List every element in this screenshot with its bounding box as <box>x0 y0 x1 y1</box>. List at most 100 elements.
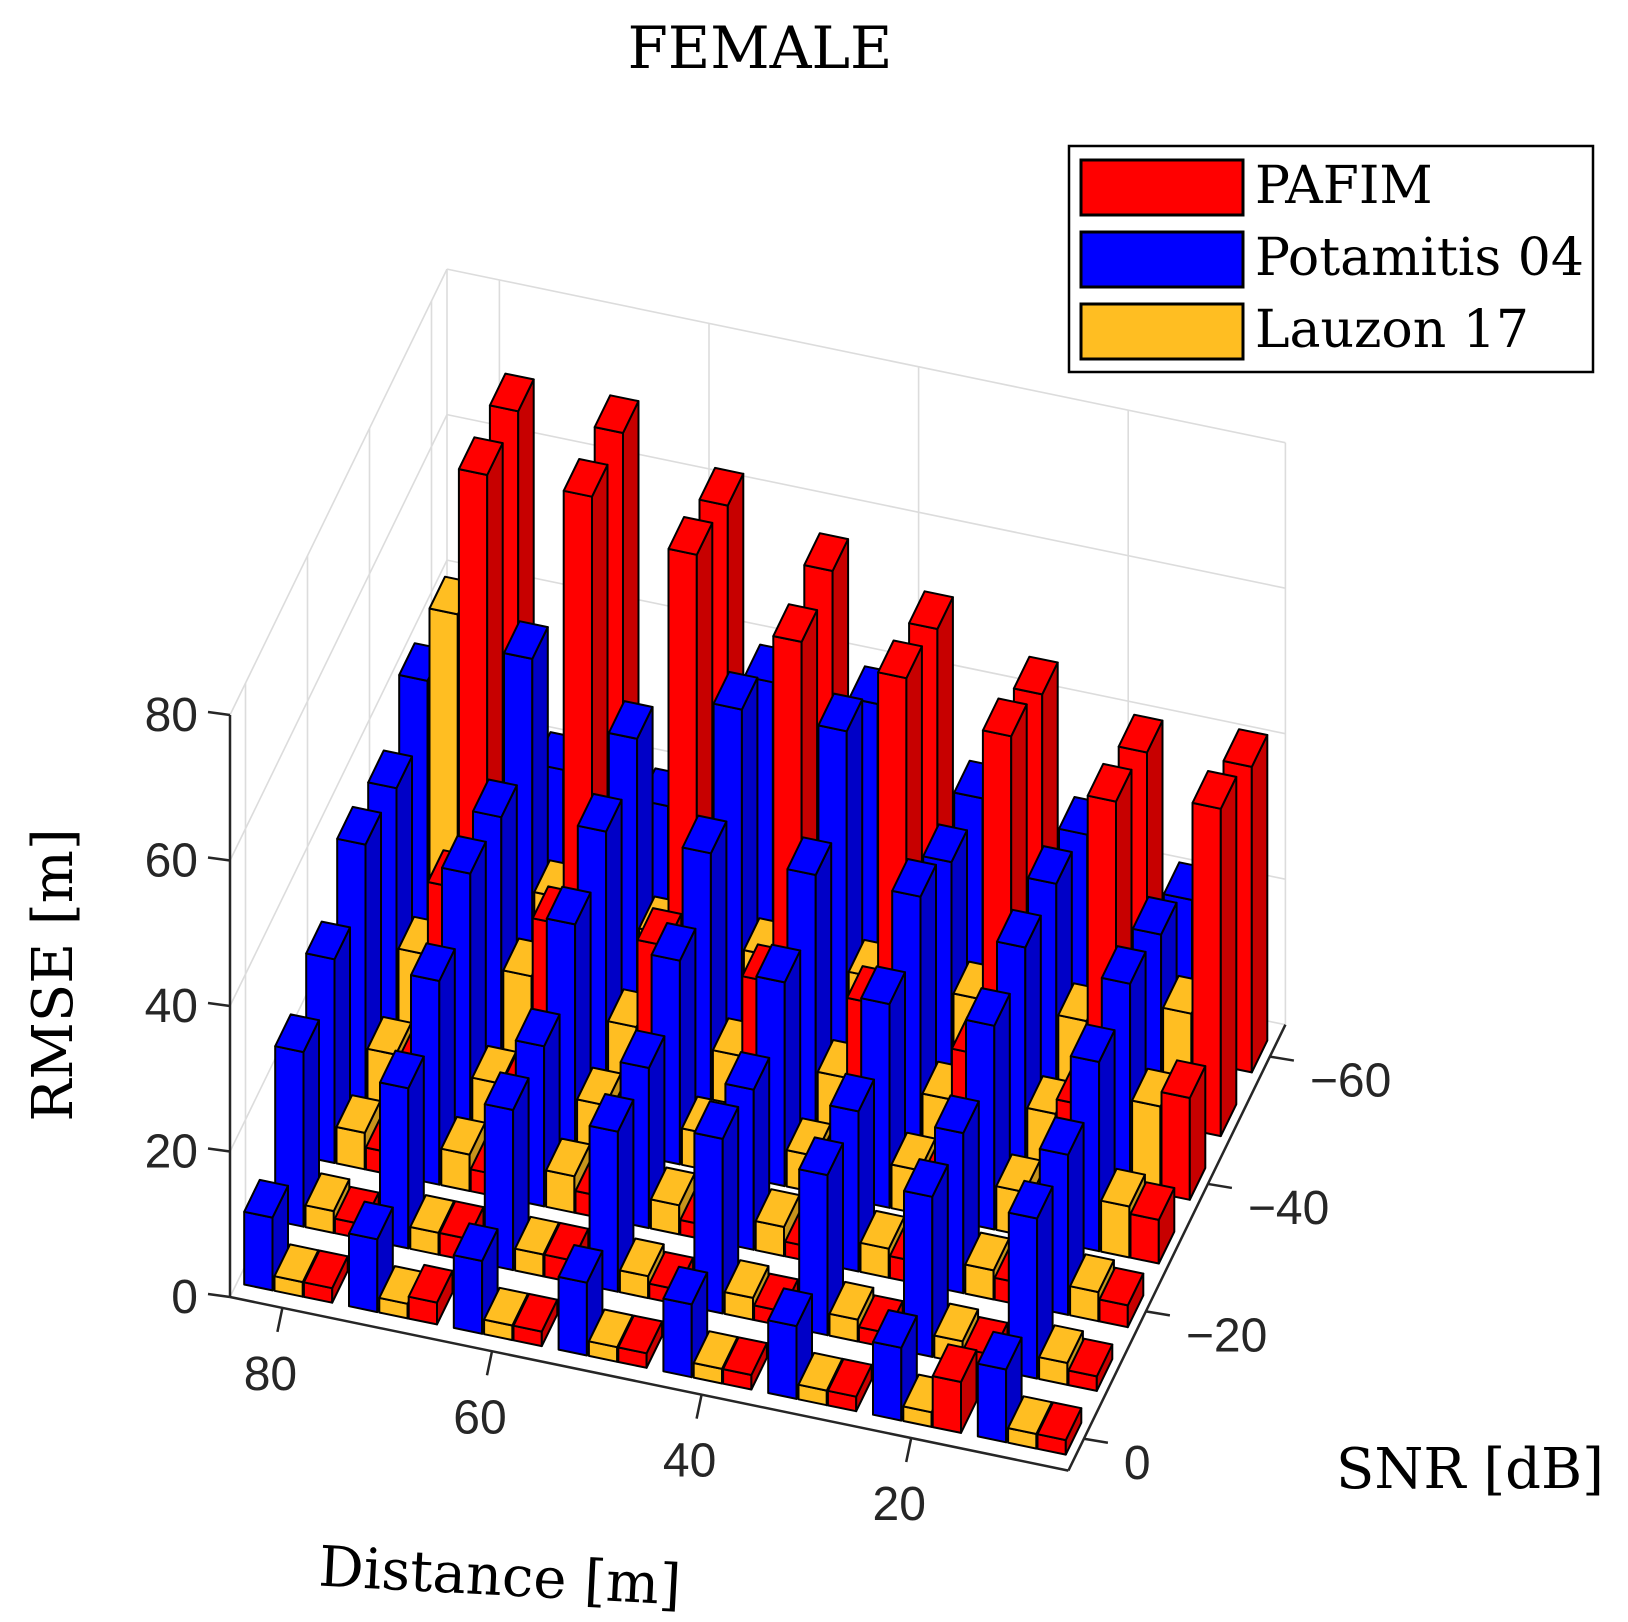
bar-top-face <box>903 1158 949 1198</box>
bar-top-face <box>348 1200 394 1241</box>
bar-top-face <box>1012 655 1059 696</box>
bar-pafim <box>617 1314 664 1369</box>
legend-swatch-potamitis <box>1079 230 1245 289</box>
bar-top-face <box>724 1051 771 1091</box>
bar-top-face <box>1027 845 1073 885</box>
bar-front-face <box>452 1254 484 1335</box>
bar-potamitis <box>588 1093 635 1293</box>
bar-potamitis <box>755 943 802 1188</box>
back-wall-gridline <box>446 413 1286 589</box>
bar-top-face <box>650 922 697 962</box>
bars-group <box>243 372 1269 1456</box>
bar-front-face <box>1160 1091 1191 1201</box>
z-tick-label: 40 <box>145 980 198 1033</box>
bar-top-face <box>576 792 623 833</box>
bar-top-face <box>409 1194 456 1234</box>
y-tick-label: −40 <box>1248 1182 1329 1235</box>
bar-pafim <box>1191 770 1238 1138</box>
bar-top-face <box>367 749 413 790</box>
bar-pafim <box>512 1292 559 1348</box>
bar-top-face <box>786 836 833 876</box>
legend: PAFIM Potamitis 04 Lauzon 17 <box>1067 144 1595 374</box>
z-tick-label: 60 <box>145 835 198 888</box>
bar-front-face <box>931 1375 962 1434</box>
z-tick-label: 80 <box>145 689 198 742</box>
bar-top-face <box>767 1287 813 1328</box>
bar-top-face <box>996 908 1042 949</box>
bar-top-face <box>1131 895 1178 936</box>
chart-title: FEMALE <box>628 14 893 82</box>
bar-top-face <box>593 394 640 434</box>
bar-top-face <box>681 814 728 855</box>
bar-pafim <box>826 1358 873 1413</box>
bar-front-face <box>243 1210 274 1292</box>
bar-top-face <box>922 823 968 864</box>
bar-top-face <box>243 1178 289 1219</box>
bar-top-face <box>336 805 382 846</box>
bar-top-face <box>931 1343 978 1383</box>
bar-front-face <box>348 1232 379 1314</box>
z-tick <box>207 1147 231 1153</box>
z-tick <box>207 856 231 862</box>
bar-top-face <box>452 1222 499 1262</box>
legend-entry-potamitis: Potamitis 04 <box>1079 228 1584 289</box>
x-tick-label: 60 <box>453 1391 506 1444</box>
y-tick-label: −20 <box>1186 1309 1267 1362</box>
bar-potamitis <box>483 1071 530 1272</box>
bar-top-face <box>755 943 802 984</box>
bar-top-face <box>483 1071 530 1111</box>
bar-top-face <box>457 436 504 476</box>
bar-top-face <box>514 1007 561 1048</box>
y-tick <box>1269 1055 1295 1062</box>
bar-potamitis <box>662 1265 709 1379</box>
bar-top-face <box>587 1308 634 1349</box>
z-axis-label: RMSE [m] <box>21 828 86 1121</box>
side-wall-gridline <box>229 559 448 1007</box>
bar-top-face <box>545 885 592 926</box>
x-tick-label: 80 <box>244 1348 297 1401</box>
bar-top-face <box>617 1314 664 1355</box>
bar-front-face <box>335 1126 366 1171</box>
bar-top-face <box>934 1094 980 1135</box>
y-tick <box>1145 1310 1171 1317</box>
bar-top-face <box>503 620 549 660</box>
bar-top-face <box>607 700 654 740</box>
bar-top-face <box>1098 1266 1145 1307</box>
bar-top-face <box>1160 1059 1207 1099</box>
legend-label-lauzon: Lauzon 17 <box>1255 300 1529 360</box>
bar-top-face <box>274 1013 320 1054</box>
bar-lauzon <box>409 1194 456 1256</box>
bar-pafim <box>407 1263 454 1326</box>
legend-entry-pafim: PAFIM <box>1079 156 1433 217</box>
x-tick <box>695 1394 703 1419</box>
back-wall-gridline <box>446 268 1286 444</box>
x-tick-label: 40 <box>663 1435 716 1488</box>
bar-side-face <box>1219 775 1238 1138</box>
z-tick-label: 0 <box>171 1271 198 1324</box>
bar-top-face <box>273 1243 320 1284</box>
bar-lauzon <box>618 1237 665 1300</box>
bar-top-face <box>588 1093 635 1133</box>
bar-top-face <box>379 1049 425 1090</box>
bar-top-face <box>772 603 819 643</box>
bar-top-face <box>514 1215 560 1256</box>
bar-potamitis <box>348 1200 394 1314</box>
bar-top-face <box>488 372 535 413</box>
x-axis-line <box>229 1295 1069 1472</box>
bar-top-face <box>1038 1116 1085 1156</box>
x-tick <box>276 1307 284 1333</box>
bar-top-face <box>891 858 937 898</box>
bar-top-face <box>1129 1181 1176 1221</box>
bar-top-face <box>662 1265 709 1306</box>
bar-potamitis <box>379 1049 425 1250</box>
y-tick-label: −60 <box>1310 1055 1391 1108</box>
bar-top-face <box>1069 1253 1115 1294</box>
bar-pafim <box>1036 1401 1083 1456</box>
bar-top-face <box>483 1286 529 1327</box>
z-tick <box>207 710 231 717</box>
bar-top-face <box>472 778 518 819</box>
bar-top-face <box>722 1336 768 1376</box>
bar-front-face <box>545 1169 576 1214</box>
bar-pafim <box>1160 1059 1207 1201</box>
